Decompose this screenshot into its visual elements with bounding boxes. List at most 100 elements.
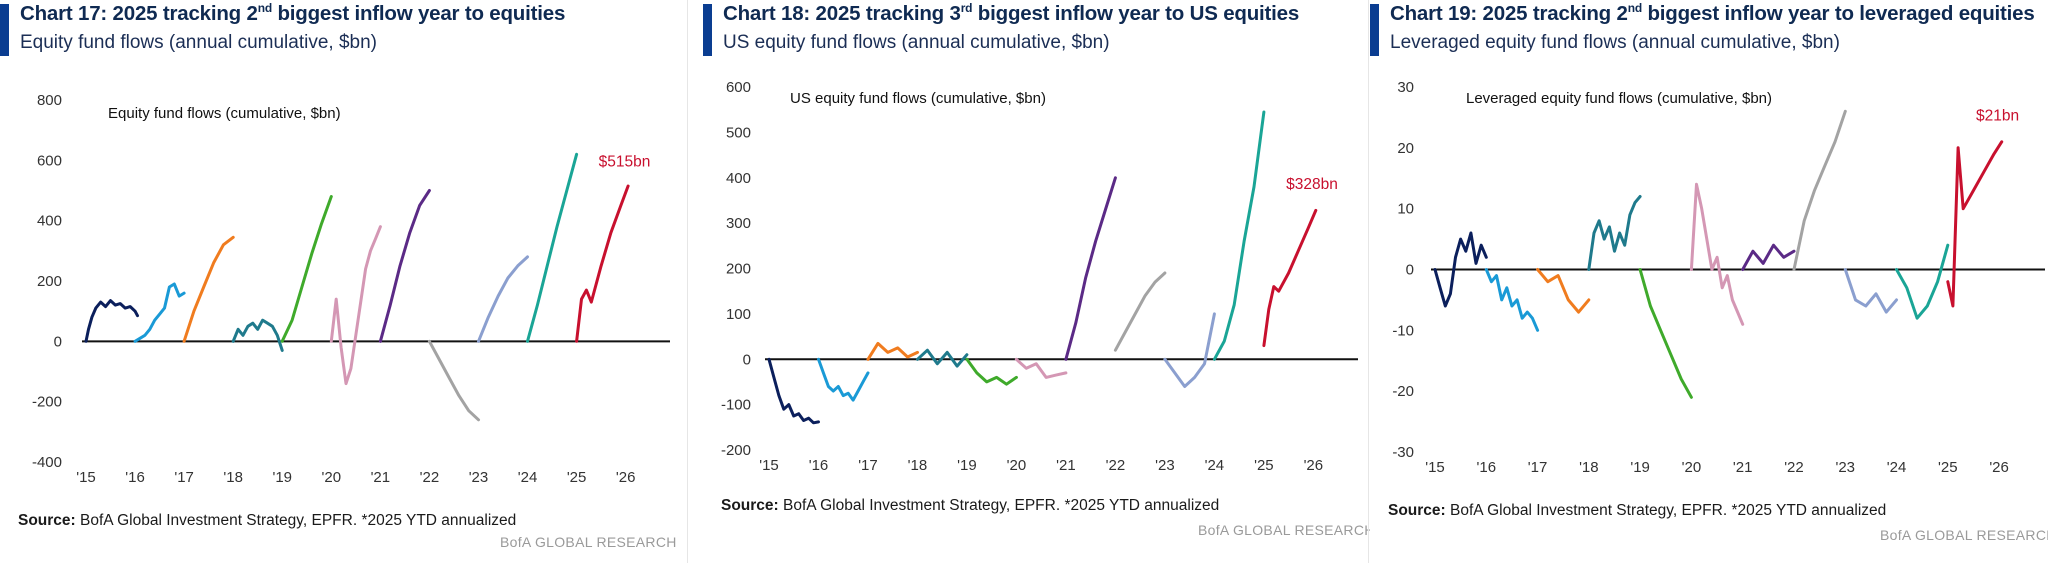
- series-line-2017: [1536, 268, 1591, 314]
- series-line-2016: [817, 357, 870, 402]
- series-line-2022: [1792, 109, 1847, 271]
- y-tick-label: -200: [721, 442, 751, 459]
- x-tick-label: '18: [1579, 459, 1599, 476]
- x-tick-label: '22: [1106, 457, 1126, 474]
- y-tick-label: 600: [37, 152, 62, 169]
- inner-chart-title: Leveraged equity fund flows (cumulative,…: [1466, 90, 1772, 107]
- series-line-2023: [1163, 312, 1216, 388]
- x-tick-label: '25: [567, 469, 587, 486]
- series-line-2015: [1433, 231, 1488, 308]
- series-line-2020: [1014, 357, 1068, 379]
- x-tick-label: '20: [1682, 459, 1702, 476]
- series-line-2023: [1843, 268, 1898, 314]
- x-tick-label: '24: [1887, 459, 1907, 476]
- y-tick-label: 0: [743, 351, 751, 368]
- series-line-2025: [1262, 208, 1318, 348]
- equity-flows-chart: Equity fund flows (cumulative, $bn) -400 -…: [32, 92, 670, 486]
- chart-subtitle: US equity fund flows (annual cumulative,…: [723, 32, 1110, 53]
- x-tick-label: '15: [1425, 459, 1445, 476]
- series-line-2020: [1689, 182, 1745, 326]
- chart-panel-17: Chart 17: 2025 tracking 2nd biggest infl…: [0, 0, 685, 563]
- y-tick-label: 500: [726, 124, 751, 141]
- x-tick-label: '23: [1835, 459, 1855, 476]
- series-line-2024: [1895, 243, 1950, 320]
- panel-accent-bar: [1370, 4, 1379, 56]
- x-tick-label: '19: [272, 469, 292, 486]
- x-tick-label: '22: [1784, 459, 1804, 476]
- chart-panel-19: Chart 19: 2025 tracking 2nd biggest infl…: [1370, 0, 2048, 563]
- x-tick-label: '26: [1304, 457, 1324, 474]
- x-tick-label: '17: [174, 469, 194, 486]
- x-tick-label: '21: [1733, 459, 1753, 476]
- series-line-2018: [231, 318, 284, 352]
- series-line-2021: [1741, 243, 1796, 271]
- series-line-2016: [1484, 268, 1540, 332]
- series-line-2022: [1113, 271, 1167, 352]
- x-tick-label: '23: [1155, 457, 1175, 474]
- y-tick-label: -30: [1392, 444, 1414, 461]
- series-line-2022: [427, 339, 480, 422]
- y-tick-label: 20: [1397, 140, 1414, 157]
- panel-accent-bar: [703, 4, 712, 56]
- series-line-2018: [916, 348, 969, 368]
- chart-source: Source: BofA Global Investment Strategy,…: [18, 512, 517, 529]
- x-tick-label: '17: [1528, 459, 1548, 476]
- series-line-2025: [575, 184, 630, 343]
- brand-watermark: BofA GLOBAL RESEARCH: [1880, 527, 2048, 543]
- x-tick-label: '19: [1630, 459, 1650, 476]
- panel-accent-bar: [0, 4, 9, 56]
- y-tick-label: -100: [721, 397, 751, 414]
- y-tick-label: 0: [1406, 262, 1414, 279]
- y-tick-label: 100: [726, 306, 751, 323]
- series-line-2016: [133, 282, 186, 343]
- x-tick-label: '21: [1056, 457, 1076, 474]
- chart-subtitle: Leveraged equity fund flows (annual cumu…: [1390, 32, 1840, 53]
- x-tick-label: '20: [1007, 457, 1027, 474]
- x-tick-label: '26: [616, 469, 636, 486]
- series-line-2015: [84, 299, 139, 343]
- series-line-2019: [965, 357, 1018, 386]
- end-value-label: $21bn: [1976, 107, 2019, 124]
- brand-watermark: BofA GLOBAL RESEARCH: [500, 534, 677, 550]
- chart-panel-18: Chart 18: 2025 tracking 3rd biggest infl…: [703, 0, 1374, 563]
- x-tick-label: '19: [957, 457, 977, 474]
- panel-divider: [687, 0, 688, 563]
- x-tick-label: '22: [420, 469, 440, 486]
- series-line-2018: [1587, 195, 1642, 271]
- inner-chart-title: US equity fund flows (cumulative, $bn): [790, 90, 1046, 107]
- inner-chart-title: Equity fund flows (cumulative, $bn): [108, 105, 341, 122]
- x-tick-label: '16: [809, 457, 829, 474]
- y-tick-label: 30: [1397, 79, 1414, 96]
- y-tick-label: 200: [726, 261, 751, 278]
- panel-divider: [1368, 0, 1369, 563]
- series-line-2015: [767, 357, 820, 425]
- x-tick-label: '24: [1205, 457, 1225, 474]
- y-tick-label: 10: [1397, 201, 1414, 218]
- x-tick-label: '18: [908, 457, 928, 474]
- series-line-2019: [280, 195, 333, 343]
- series-line-2024: [1212, 110, 1266, 361]
- y-tick-label: -400: [32, 454, 62, 471]
- end-value-label: $515bn: [599, 153, 651, 170]
- end-value-label: $328bn: [1286, 176, 1338, 193]
- x-tick-label: '15: [76, 469, 96, 486]
- y-tick-label: -20: [1392, 383, 1414, 400]
- series-line-2021: [1064, 176, 1117, 361]
- y-tick-label: 400: [37, 213, 62, 230]
- x-tick-label: '23: [469, 469, 489, 486]
- y-tick-label: -200: [32, 394, 62, 411]
- x-tick-label: '15: [759, 457, 779, 474]
- y-tick-label: 300: [726, 215, 751, 232]
- x-tick-label: '16: [125, 469, 145, 486]
- y-tick-label: 0: [54, 333, 62, 350]
- y-tick-label: -10: [1392, 322, 1414, 339]
- x-tick-label: '17: [858, 457, 878, 474]
- x-tick-label: '25: [1938, 459, 1958, 476]
- chart-title: Chart 18: 2025 tracking 3rd biggest infl…: [723, 1, 1300, 25]
- x-tick-label: '24: [518, 469, 538, 486]
- chart-subtitle: Equity fund flows (annual cumulative, $b…: [20, 32, 377, 53]
- series-line-2023: [477, 255, 529, 343]
- us-equity-flows-chart: US equity fund flows (cumulative, $bn) -2…: [721, 79, 1358, 474]
- chart-source: Source: BofA Global Investment Strategy,…: [1388, 502, 1887, 519]
- x-tick-label: '21: [371, 469, 391, 486]
